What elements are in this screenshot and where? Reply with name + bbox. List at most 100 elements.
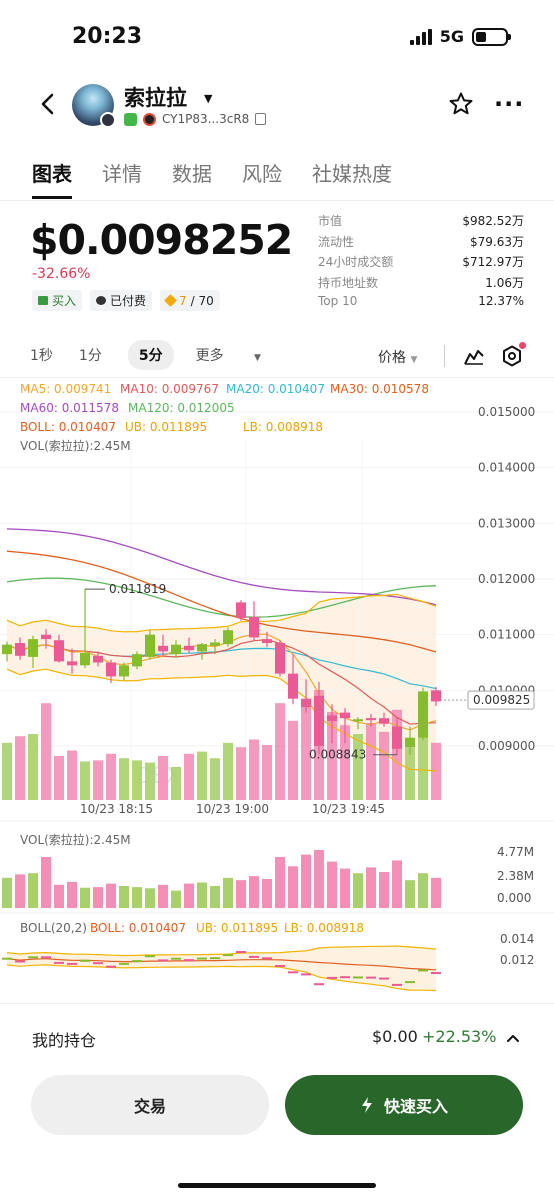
volume-bar: [262, 745, 272, 800]
candle-body: [223, 630, 233, 645]
boll-panel-legend: LB: 0.008918: [284, 921, 364, 935]
tab-divider: [0, 200, 554, 201]
candle: [80, 589, 90, 669]
stat-value: $982.52万: [462, 214, 524, 228]
ma5-line: [6, 633, 437, 731]
candle-body: [197, 644, 207, 652]
token-subinfo: CY1P83...3cR8: [124, 112, 267, 126]
chevron-up-icon[interactable]: [506, 1033, 520, 1043]
section-tabs: 图表 详情 数据 风险 社媒热度: [32, 158, 392, 199]
stat-value: 12.37%: [478, 294, 524, 309]
quick-buy-button[interactable]: 快速买入: [285, 1075, 523, 1135]
score-value: 7: [179, 293, 187, 308]
candle: [431, 686, 441, 706]
candle: [184, 637, 194, 654]
volume-panel-bar: [431, 877, 441, 908]
token-address: CY1P83...3cR8: [162, 112, 250, 126]
candlestick-series: [2, 589, 441, 755]
candle: [158, 634, 168, 657]
tab-chart[interactable]: 图表: [32, 158, 72, 199]
candle-body: [275, 643, 285, 674]
token-switch-caret-icon[interactable]: ▼: [204, 92, 213, 105]
boll-panel-mid: [6, 958, 437, 971]
candle-body: [340, 712, 350, 719]
token-name[interactable]: 索拉拉: [124, 86, 187, 110]
candle: [119, 662, 129, 681]
chevron-down-icon: ▼: [254, 353, 261, 363]
volume-panel-bar: [379, 872, 389, 908]
volume-panel-bar: [210, 885, 220, 908]
chevron-down-icon: ▼: [410, 355, 418, 365]
boll-panel-legend: BOLL: 0.010407: [90, 921, 186, 935]
score-badge[interactable]: 7 / 70: [160, 290, 220, 311]
volume-panel-bar: [158, 884, 168, 908]
tab-social[interactable]: 社媒热度: [312, 162, 392, 186]
candle-body: [249, 616, 259, 638]
price-type-selector[interactable]: 价格 ▼: [378, 347, 417, 367]
volume-bar: [236, 747, 246, 800]
legend-ma120: MA120: 0.012005: [128, 401, 235, 415]
volume-panel-bar: [418, 873, 428, 908]
back-arrow-icon[interactable]: [38, 92, 58, 116]
volume-panel-bar: [340, 868, 350, 908]
candle: [418, 687, 428, 741]
trade-button[interactable]: 交易: [31, 1075, 269, 1135]
stat-value: $79.63万: [470, 234, 524, 249]
indicator-icon[interactable]: [463, 346, 485, 366]
volume-tick-label: 0.000: [497, 891, 531, 905]
timeframe-more[interactable]: 更多 ▼: [196, 345, 287, 365]
tab-data[interactable]: 数据: [172, 162, 212, 186]
holdings-label: 我的持仓: [32, 1031, 97, 1050]
legend-ma60: MA60: 0.011578: [20, 401, 119, 415]
candle-body: [15, 643, 25, 656]
stat-row: 持币地址数 1.06万: [318, 274, 524, 295]
chart-settings-icon[interactable]: [502, 345, 522, 367]
stat-row: 流动性 $79.63万: [318, 233, 524, 254]
volume-bar: [353, 734, 363, 800]
candle: [197, 643, 207, 660]
favorite-star-icon[interactable]: [448, 91, 474, 117]
volume-panel-title: VOL(索拉拉):2.45M: [20, 832, 131, 847]
candle: [366, 713, 376, 727]
boll-band: [7, 594, 436, 771]
candle-body: [93, 655, 103, 663]
x-tick-label: 10/23 18:15: [80, 802, 153, 816]
paid-badge[interactable]: 已付费: [90, 290, 153, 311]
volume-tick-label: 2.38M: [497, 869, 534, 883]
current-price-label: 0.009825: [473, 693, 530, 707]
buy-badge[interactable]: 买入: [32, 290, 83, 311]
volume-bar: [119, 758, 129, 800]
copy-icon[interactable]: [255, 113, 267, 125]
timeframe-5m[interactable]: 5分: [127, 340, 174, 370]
timeframe-1s[interactable]: 1秒: [30, 348, 53, 364]
volume-panel-bar: [106, 883, 116, 908]
tab-risk[interactable]: 风险: [242, 162, 282, 186]
boll-panel-legend: BOLL(20,2): [20, 921, 87, 935]
candle: [28, 635, 38, 669]
volume-bar: [132, 760, 142, 800]
volume-bar: [431, 742, 441, 800]
timeframe-1m[interactable]: 1分: [78, 348, 102, 364]
candle-body: [314, 695, 324, 746]
tab-details[interactable]: 详情: [102, 162, 142, 186]
more-options-icon[interactable]: ···: [494, 90, 525, 118]
candle-body: [145, 634, 155, 657]
volume-bar: [275, 703, 285, 800]
price-chart[interactable]: DEX 0.0150000.0140000.0130000.0120000.01…: [0, 378, 554, 1003]
timeframe-more-label: 更多: [195, 348, 224, 364]
volume-panel-bar: [262, 879, 272, 908]
holdings-pct: +22.53%: [422, 1027, 497, 1046]
y-tick-label: 0.011000: [478, 628, 535, 642]
price-axis: 0.015000 0.014000 0.013000 0.012000 0.011000…: [478, 405, 535, 753]
y-tick-label: 0.014000: [478, 461, 535, 475]
stat-value: 1.06万: [485, 275, 524, 290]
stat-row: 市值 $982.52万: [318, 212, 524, 233]
x-tick-label: 10/23 19:45: [312, 802, 385, 816]
paid-badge-label: 已付费: [110, 294, 147, 308]
toolbar-divider: [444, 345, 445, 367]
volume-bar: [288, 720, 298, 800]
candle: [301, 679, 311, 713]
candle: [41, 629, 51, 649]
y-tick-label: 0.012000: [478, 572, 535, 586]
boll-panel: BOLL(20,2) BOLL: 0.010407 UB: 0.011895 LB: …: [0, 912, 554, 992]
